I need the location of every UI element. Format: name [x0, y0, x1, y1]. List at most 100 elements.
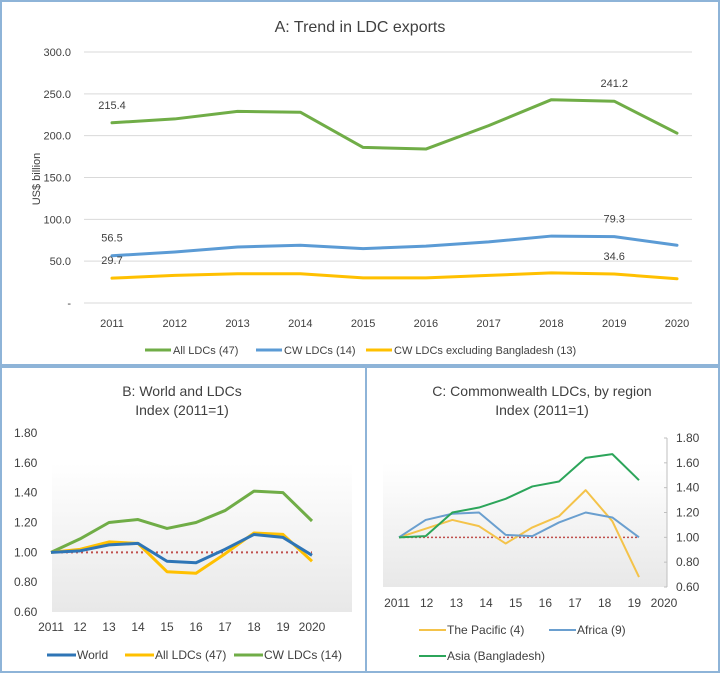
- legend-label: All LDCs (47): [155, 648, 226, 662]
- panel-a-trend-ldc-exports: A: Trend in LDC exports US$ billion - 50.…: [0, 0, 720, 366]
- chart-c-x-ticks: 2011 12 13 14 15 16 17 18 19 2020: [384, 596, 678, 610]
- y-tick-label: 1.80: [14, 426, 38, 440]
- y-tick-label: 1.20: [676, 506, 700, 520]
- series-line-asia-bangladesh: [398, 453, 640, 539]
- y-tick-label: -: [67, 298, 71, 310]
- y-tick-label: 300.0: [43, 47, 71, 59]
- chart-b-x-ticks: 2011 12 13 14 15 16 17 18 19 2020: [38, 620, 326, 634]
- series-line-all-ldcs-47: [50, 531, 314, 575]
- x-tick-label: 14: [131, 620, 145, 634]
- x-tick-label: 19: [276, 620, 290, 634]
- x-tick-label: 17: [218, 620, 232, 634]
- chart-a-gridlines: [84, 51, 692, 304]
- x-tick-label: 15: [160, 620, 174, 634]
- y-tick-label: 1.60: [676, 456, 700, 470]
- legend-label: Asia (Bangladesh): [447, 649, 545, 663]
- x-tick-label: 2015: [351, 318, 375, 330]
- chart-b-svg: B: World and LDCs Index (2011=1) 0.60 0.8…: [14, 383, 352, 662]
- x-tick-label: 2020: [665, 318, 689, 330]
- chart-c-y-ticks: 0.60 0.80 1.00 1.20 1.40 1.60 1.80: [664, 431, 700, 594]
- x-tick-label: 2012: [163, 318, 187, 330]
- chart-a-legend: All LDCs (47) CW LDCs (14) CW LDCs excludi…: [145, 345, 576, 357]
- chart-a-svg: A: Trend in LDC exports US$ billion - 50.…: [31, 19, 692, 357]
- panel-c-commonwealth-ldcs-by-region: C: Commonwealth LDCs, by region Index (2…: [365, 366, 720, 673]
- panel-b-world-and-ldcs: B: World and LDCs Index (2011=1) 0.60 0.8…: [0, 366, 367, 673]
- legend-label: World: [77, 648, 108, 662]
- chart-c-title: C: Commonwealth LDCs, by region: [432, 383, 651, 399]
- y-tick-label: 1.00: [676, 530, 700, 544]
- x-tick-label: 13: [102, 620, 116, 634]
- y-tick-label: 250.0: [43, 89, 71, 101]
- y-tick-label: 1.40: [14, 486, 38, 500]
- x-tick-label: 2011: [100, 318, 124, 330]
- chart-c-series: [398, 453, 640, 578]
- legend-label: Africa (9): [577, 623, 626, 637]
- y-tick-label: 0.80: [14, 575, 38, 589]
- chart-c-plot-area: [383, 462, 667, 587]
- data-label: 29.7: [101, 255, 122, 267]
- x-tick-label: 2014: [288, 318, 312, 330]
- x-tick-label: 12: [420, 596, 434, 610]
- x-tick-label: 17: [568, 596, 582, 610]
- chart-c-legend: The Pacific (4) Africa (9) Asia (Banglades…: [419, 623, 626, 663]
- legend-label: CW LDCs (14): [284, 345, 356, 357]
- chart-a-ylabel: US$ billion: [31, 153, 43, 206]
- y-tick-label: 1.00: [14, 545, 38, 559]
- legend-label: CW LDCs excluding Bangladesh (13): [394, 345, 576, 357]
- y-tick-label: 1.80: [676, 431, 700, 445]
- y-tick-label: 0.80: [676, 555, 700, 569]
- chart-b-series: [50, 489, 314, 575]
- y-tick-label: 0.60: [676, 580, 700, 594]
- legend-label: CW LDCs (14): [264, 648, 342, 662]
- x-tick-label: 2011: [38, 620, 64, 634]
- chart-b-subtitle: Index (2011=1): [135, 402, 229, 418]
- x-tick-label: 18: [598, 596, 612, 610]
- chart-a-x-ticks: 2011 2012 2013 2014 2015 2016 2017 2018 2019 2020: [100, 318, 689, 330]
- series-line-cw-ldcs-14: [50, 489, 314, 554]
- x-tick-label: 19: [628, 596, 642, 610]
- chart-a-series: [110, 98, 679, 281]
- chart-b-title: B: World and LDCs: [122, 383, 242, 399]
- x-tick-label: 13: [450, 596, 464, 610]
- data-label: 34.6: [604, 251, 625, 263]
- x-tick-label: 18: [247, 620, 261, 634]
- chart-b-plot-area: [52, 462, 352, 612]
- chart-a-title: A: Trend in LDC exports: [275, 19, 446, 36]
- data-label: 79.3: [604, 214, 625, 226]
- series-line-world: [50, 532, 313, 565]
- y-tick-label: 1.60: [14, 456, 38, 470]
- y-tick-label: 1.40: [676, 481, 700, 495]
- x-tick-label: 2017: [476, 318, 500, 330]
- x-tick-label: 2018: [539, 318, 563, 330]
- x-tick-label: 2020: [651, 596, 678, 610]
- chart-b-legend: World All LDCs (47) CW LDCs (14): [47, 648, 342, 662]
- x-tick-label: 2011: [384, 596, 410, 610]
- x-tick-label: 16: [189, 620, 203, 634]
- x-tick-label: 2019: [602, 318, 626, 330]
- x-tick-label: 2013: [225, 318, 249, 330]
- series-line-cw-ldcs-excluding-bangladesh-13: [110, 271, 679, 281]
- x-tick-label: 15: [509, 596, 523, 610]
- x-tick-label: 2016: [414, 318, 438, 330]
- y-tick-label: 50.0: [50, 256, 71, 268]
- legend-label: The Pacific (4): [447, 623, 524, 637]
- x-tick-label: 16: [539, 596, 553, 610]
- chart-c-subtitle: Index (2011=1): [495, 402, 589, 418]
- data-label: 56.5: [101, 233, 122, 245]
- y-tick-label: 1.20: [14, 516, 38, 530]
- x-tick-label: 2020: [299, 620, 326, 634]
- series-line-cw-ldcs-14: [110, 234, 679, 258]
- chart-a-data-labels: 215.4 241.2 56.5 79.3 29.7 34.6: [98, 78, 628, 267]
- chart-a-y-ticks: - 50.0 100.0 150.0 200.0 250.0 300.0: [43, 47, 71, 310]
- data-label: 215.4: [98, 100, 126, 112]
- legend-label: All LDCs (47): [173, 345, 238, 357]
- x-tick-label: 14: [479, 596, 493, 610]
- chart-c-svg: C: Commonwealth LDCs, by region Index (2…: [383, 383, 700, 663]
- data-label: 241.2: [600, 78, 628, 90]
- y-tick-label: 0.60: [14, 605, 38, 619]
- series-line-all-ldcs-47: [110, 98, 679, 151]
- y-tick-label: 150.0: [43, 173, 71, 185]
- x-tick-label: 12: [73, 620, 87, 634]
- series-line-africa-9: [398, 511, 640, 539]
- y-tick-label: 100.0: [43, 214, 71, 226]
